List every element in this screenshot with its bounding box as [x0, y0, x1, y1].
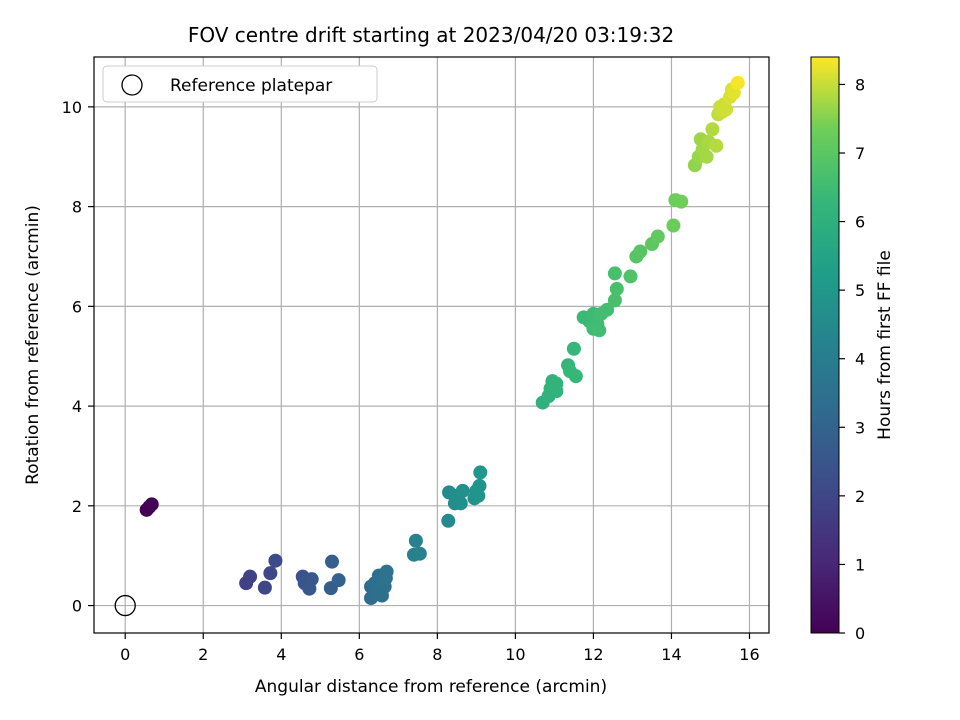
x-tick-label: 2 [198, 645, 208, 664]
data-point [709, 138, 724, 153]
data-point [374, 588, 389, 603]
data-point [549, 376, 564, 391]
chart-title: FOV centre drift starting at 2023/04/20 … [188, 23, 674, 47]
data-point [257, 580, 272, 595]
data-point [263, 566, 278, 581]
data-point [325, 554, 340, 569]
data-points [114, 75, 745, 617]
colorbar-gradient [810, 56, 840, 634]
x-tick-label: 16 [739, 645, 759, 664]
x-tick-label: 10 [505, 645, 525, 664]
data-point [566, 341, 581, 356]
legend-marker-reference [121, 74, 143, 96]
data-point [408, 533, 423, 548]
y-tick-label: 6 [72, 297, 82, 316]
colorbar-tick-label: 5 [855, 281, 865, 300]
x-tick-label: 4 [276, 645, 286, 664]
y-axis-label: Rotation from reference (arcmin) [23, 205, 43, 485]
colorbar-tick-label: 0 [855, 624, 865, 643]
data-point [705, 122, 720, 137]
x-axis-label: Angular distance from reference (arcmin) [255, 677, 607, 697]
data-point [650, 229, 665, 244]
data-point [666, 218, 681, 233]
data-point [144, 497, 159, 512]
data-point [472, 478, 487, 493]
colorbar-tick-label: 4 [855, 350, 865, 369]
x-axis-ticks: 0 2 4 6 8 10 12 14 16 [120, 633, 760, 664]
y-tick-label: 10 [62, 98, 82, 117]
data-point [730, 75, 745, 90]
legend-box [102, 65, 378, 103]
y-tick-label: 2 [72, 497, 82, 516]
colorbar [810, 56, 840, 634]
data-point [592, 323, 607, 338]
x-tick-label: 6 [354, 645, 364, 664]
colorbar-tick-label: 3 [855, 418, 865, 437]
y-tick-label: 0 [72, 597, 82, 616]
colorbar-tick-label: 7 [855, 144, 865, 163]
data-point [623, 269, 638, 284]
y-tick-label: 4 [72, 397, 82, 416]
data-point [719, 102, 734, 117]
colorbar-tick-label: 8 [855, 75, 865, 94]
x-tick-label: 8 [432, 645, 442, 664]
data-point [674, 194, 689, 209]
data-point [607, 293, 622, 308]
colorbar-tick-label: 1 [855, 555, 865, 574]
colorbar-ticks: 0 1 2 3 4 5 6 7 8 [839, 75, 865, 643]
data-point [699, 149, 714, 164]
data-point [568, 369, 583, 384]
data-point [453, 496, 468, 511]
legend: Reference platepar [102, 65, 378, 103]
data-point [600, 302, 615, 317]
data-point [304, 572, 319, 587]
data-point [331, 573, 346, 588]
data-point [243, 569, 258, 584]
data-point [609, 281, 624, 296]
colorbar-tick-label: 6 [855, 213, 865, 232]
data-point [412, 546, 427, 561]
data-point [455, 483, 470, 498]
plot-frame [93, 56, 770, 634]
reference-point-marker [114, 594, 136, 617]
plot-area [94, 57, 769, 633]
data-point [268, 553, 283, 568]
data-point [473, 465, 488, 480]
colorbar-label: Hours from first FF file [875, 250, 895, 440]
x-tick-label: 14 [661, 645, 681, 664]
data-point [607, 266, 622, 281]
y-axis-ticks: 0 2 4 6 8 10 [62, 98, 94, 616]
data-point [378, 571, 393, 586]
x-tick-label: 0 [120, 645, 130, 664]
grid-lines [94, 57, 769, 633]
legend-label-reference: Reference platepar [170, 76, 332, 96]
data-point [441, 513, 456, 528]
x-tick-label: 12 [583, 645, 603, 664]
colorbar-tick-label: 2 [855, 487, 865, 506]
y-tick-label: 8 [72, 198, 82, 217]
data-point [633, 244, 648, 259]
